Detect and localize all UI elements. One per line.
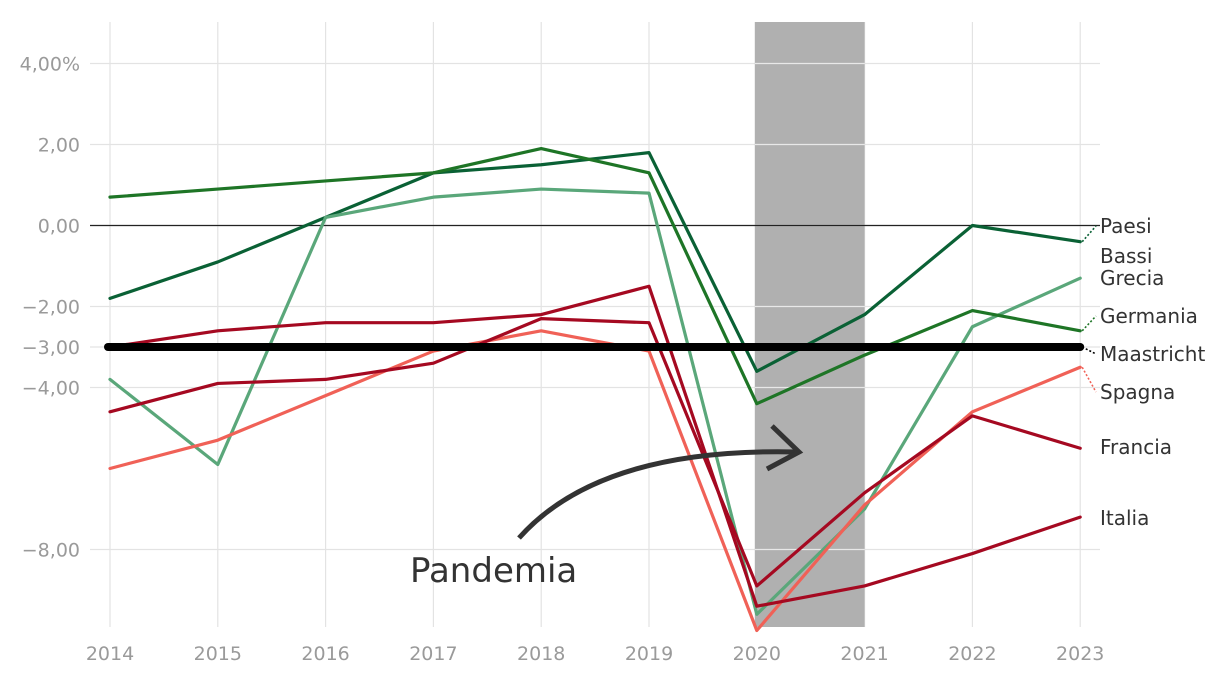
series-line-italia bbox=[108, 284, 1082, 608]
series-label: Germania bbox=[1100, 304, 1198, 328]
y-tick-label: 0,00 bbox=[38, 216, 80, 238]
series-line-germania bbox=[108, 146, 1082, 406]
pandemic-label: Pandemia bbox=[410, 551, 577, 591]
series-lines bbox=[108, 146, 1082, 633]
series-label: Maastricht bbox=[1100, 342, 1205, 366]
series-label: Spagna bbox=[1100, 380, 1175, 404]
label-leader bbox=[1081, 315, 1097, 332]
x-tick-label: 2019 bbox=[625, 643, 673, 665]
y-tick-label: 2,00 bbox=[38, 135, 80, 157]
series-label: Grecia bbox=[1100, 266, 1164, 290]
y-tick-label: −8,00 bbox=[22, 540, 80, 562]
x-axis-ticks: 2014 2015 2016 2017 2018 2019 2020 2021 2022 2023 bbox=[86, 643, 1105, 665]
y-tick-label: −3,00 bbox=[22, 337, 80, 359]
x-tick-label: 2014 bbox=[86, 643, 134, 665]
y-tick-label: −2,00 bbox=[22, 297, 80, 319]
x-tick-label: 2022 bbox=[948, 643, 996, 665]
y-tick-label: −4,00 bbox=[22, 378, 80, 400]
label-leader bbox=[1081, 225, 1097, 243]
series-label: Italia bbox=[1100, 506, 1149, 530]
series-line-spagna bbox=[108, 329, 1082, 633]
series-line-paesi-bassi bbox=[108, 151, 1082, 373]
x-tick-label: 2015 bbox=[194, 643, 242, 665]
x-tick-label: 2016 bbox=[301, 643, 349, 665]
label-leader bbox=[1081, 346, 1097, 355]
label-leader bbox=[1081, 366, 1097, 393]
x-tick-label: 2023 bbox=[1056, 643, 1104, 665]
series-line-francia bbox=[108, 317, 1082, 588]
series-label: Bassi bbox=[1100, 244, 1152, 268]
x-tick-label: 2018 bbox=[517, 643, 565, 665]
pandemic-arrow-curve bbox=[517, 449, 799, 540]
series-label: Paesi bbox=[1100, 214, 1152, 238]
x-tick-label: 2021 bbox=[840, 643, 888, 665]
x-tick-label: 2017 bbox=[409, 643, 457, 665]
y-axis-ticks: 4,00% 2,00 0,00 −2,00 −3,00 −4,00 −8,00 bbox=[20, 54, 80, 562]
pandemic-arrow-head bbox=[765, 424, 804, 472]
series-label: Francia bbox=[1100, 435, 1172, 459]
y-tick-label: 4,00% bbox=[20, 54, 80, 76]
x-tick-label: 2020 bbox=[733, 643, 781, 665]
series-line-grecia bbox=[108, 187, 1082, 616]
label-leaders bbox=[1081, 225, 1097, 393]
pandemic-annotation: Pandemia bbox=[410, 424, 804, 591]
